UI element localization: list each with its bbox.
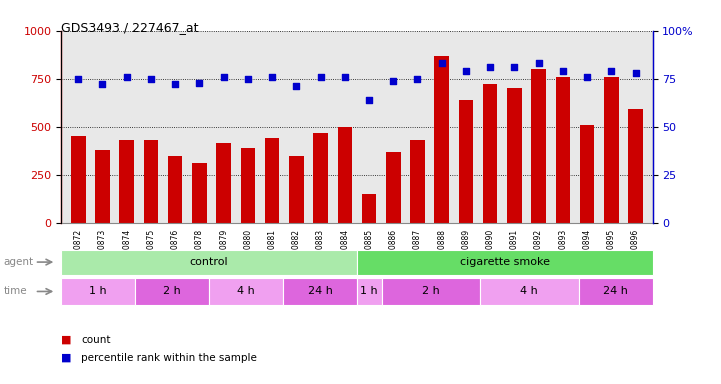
- Bar: [507, 88, 522, 223]
- Bar: [483, 84, 497, 223]
- Bar: [168, 156, 182, 223]
- Bar: [143, 140, 158, 223]
- Bar: [435, 56, 449, 223]
- Text: ■: ■: [61, 335, 72, 345]
- Text: percentile rank within the sample: percentile rank within the sample: [81, 353, 257, 363]
- Bar: [531, 69, 546, 223]
- Bar: [628, 109, 643, 223]
- Text: 4 h: 4 h: [237, 286, 255, 296]
- Bar: [580, 125, 594, 223]
- Bar: [604, 77, 619, 223]
- Bar: [314, 134, 328, 223]
- Point: [485, 64, 496, 70]
- Text: 2 h: 2 h: [422, 286, 440, 296]
- Point: [121, 74, 133, 80]
- Point: [436, 60, 448, 66]
- Point: [412, 76, 423, 82]
- Point: [629, 70, 641, 76]
- Point: [508, 64, 520, 70]
- Text: 24 h: 24 h: [307, 286, 332, 296]
- Point: [533, 60, 544, 66]
- Bar: [216, 143, 231, 223]
- Text: 4 h: 4 h: [521, 286, 538, 296]
- Point: [218, 74, 229, 80]
- Point: [460, 68, 472, 74]
- Point: [242, 76, 254, 82]
- Text: 1 h: 1 h: [89, 286, 107, 296]
- Bar: [120, 140, 134, 223]
- Bar: [95, 150, 110, 223]
- Text: 1 h: 1 h: [360, 286, 378, 296]
- Bar: [459, 100, 473, 223]
- Point: [194, 79, 205, 86]
- Text: GDS3493 / 227467_at: GDS3493 / 227467_at: [61, 21, 199, 34]
- Text: 2 h: 2 h: [163, 286, 181, 296]
- Bar: [192, 163, 207, 223]
- Bar: [71, 136, 86, 223]
- Text: agent: agent: [4, 257, 34, 267]
- Text: cigarette smoke: cigarette smoke: [460, 257, 549, 267]
- Point: [557, 68, 569, 74]
- Point: [266, 74, 278, 80]
- Point: [169, 81, 181, 88]
- Bar: [337, 127, 352, 223]
- Bar: [265, 138, 279, 223]
- Text: count: count: [81, 335, 111, 345]
- Bar: [289, 156, 304, 223]
- Point: [581, 74, 593, 80]
- Point: [363, 97, 375, 103]
- Point: [291, 83, 302, 89]
- Point: [97, 81, 108, 88]
- Point: [145, 76, 156, 82]
- Point: [387, 78, 399, 84]
- Text: control: control: [190, 257, 229, 267]
- Point: [315, 74, 327, 80]
- Bar: [362, 194, 376, 223]
- Bar: [556, 77, 570, 223]
- Point: [606, 68, 617, 74]
- Text: ■: ■: [61, 353, 72, 363]
- Point: [73, 76, 84, 82]
- Text: 24 h: 24 h: [603, 286, 628, 296]
- Bar: [410, 140, 425, 223]
- Point: [339, 74, 350, 80]
- Text: time: time: [4, 286, 27, 296]
- Bar: [386, 152, 400, 223]
- Bar: [241, 148, 255, 223]
